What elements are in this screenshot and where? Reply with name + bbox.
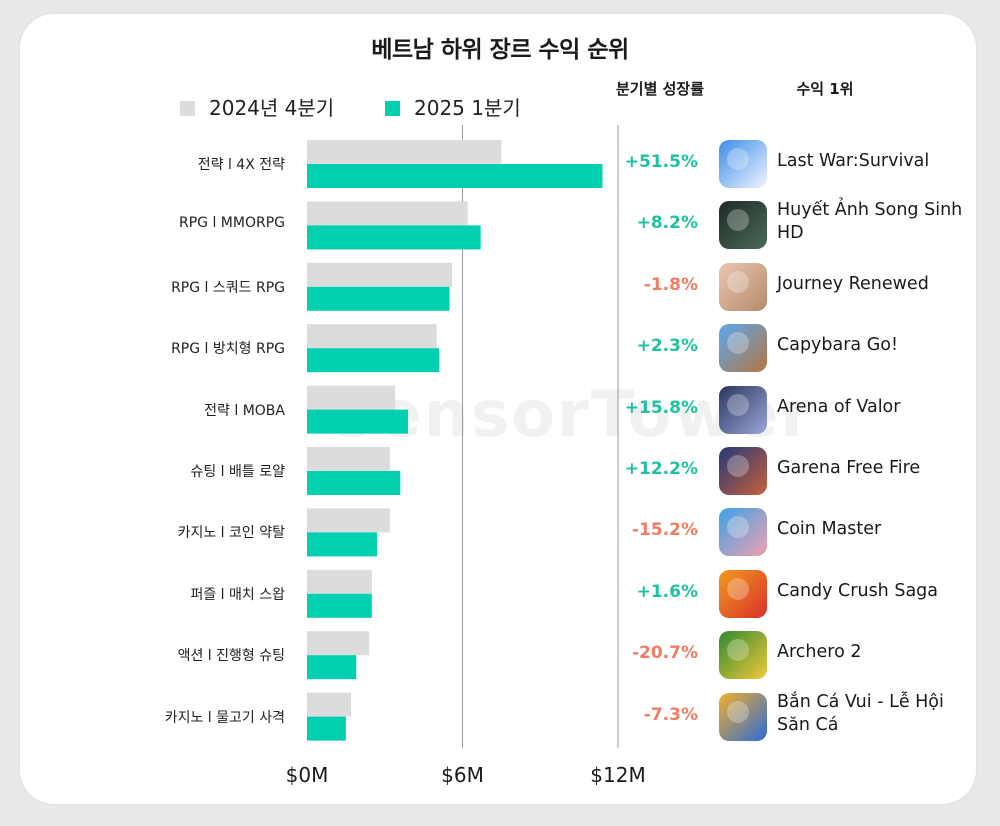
bar-q4-2024-8 xyxy=(307,631,370,656)
bar-q1-2025-3 xyxy=(307,348,440,373)
icon-highlight xyxy=(727,209,749,232)
huyet-anh-song-sinh-icon xyxy=(719,201,767,250)
growth-value: -1.8% xyxy=(643,274,698,295)
category-label: 퍼즐 l 매치 스왑 xyxy=(190,586,285,603)
category-label: RPG l 스쿼드 RPG xyxy=(171,279,285,296)
garena-free-fire-icon xyxy=(719,447,767,495)
icon-highlight xyxy=(727,516,749,539)
category-label: 카지노 l 물고기 사격 xyxy=(164,709,285,726)
bar-q4-2024-2 xyxy=(307,262,453,287)
legend-item-q4-2024: 2024년 4분기 xyxy=(180,92,334,121)
category-label: 액션 l 진행형 슈팅 xyxy=(177,648,285,665)
icon-highlight xyxy=(727,455,749,477)
growth-value: +15.8% xyxy=(624,397,698,418)
growth-value: +8.2% xyxy=(636,213,698,234)
growth-value: -15.2% xyxy=(631,520,698,541)
chart-title: 베트남 하위 장르 수익 순위 xyxy=(371,37,629,63)
bar-q1-2025-9 xyxy=(307,716,346,741)
icon-highlight xyxy=(727,148,749,170)
legend-label-q1-2025: 2025 1분기 xyxy=(414,96,521,120)
x-tick-label-0: $0M xyxy=(286,763,329,787)
legend-label-q4-2024: 2024년 4분기 xyxy=(209,96,335,120)
icon-highlight xyxy=(727,332,749,355)
bar-q4-2024-0 xyxy=(307,140,502,164)
bar-q1-2025-5 xyxy=(307,471,401,495)
top-app-name: Archero 2 xyxy=(777,642,862,663)
bar-q1-2025-1 xyxy=(307,225,481,250)
category-label: 전략 l 4X 전략 xyxy=(197,157,285,173)
journey-renewed-icon xyxy=(719,262,767,311)
top-app-name: Last War:Survival xyxy=(777,151,930,171)
top-app-name: Capybara Go! xyxy=(777,335,899,356)
icon-highlight xyxy=(727,639,749,662)
category-label: RPG l MMORPG xyxy=(178,215,285,232)
bar-q4-2024-1 xyxy=(307,201,468,226)
category-label: 카지노 l 코인 약탈 xyxy=(177,525,285,542)
bar-q1-2025-2 xyxy=(307,286,450,311)
legend-swatch-q1-2025 xyxy=(385,101,400,116)
arena-of-valor-icon xyxy=(719,385,767,434)
growth-value: -20.7% xyxy=(631,643,698,664)
bar-q4-2024-7 xyxy=(307,569,372,594)
x-tick-label-1: $6M xyxy=(441,763,484,787)
bar-q4-2024-6 xyxy=(307,508,390,533)
capybara-go-icon xyxy=(719,324,767,373)
icon-highlight xyxy=(727,270,749,293)
category-label: 슈팅 l 배틀 로얄 xyxy=(190,464,285,480)
bar-q1-2025-6 xyxy=(307,532,377,557)
candy-crush-saga-icon xyxy=(719,569,767,618)
top-app-name: Coin Master xyxy=(777,519,882,540)
growth-value: +12.2% xyxy=(624,459,698,479)
bar-q1-2025-4 xyxy=(307,409,409,434)
growth-value: -7.3% xyxy=(643,704,698,725)
top-app-name: Journey Renewed xyxy=(777,273,929,294)
bar-q4-2024-4 xyxy=(307,385,396,410)
bar-q4-2024-9 xyxy=(307,692,352,717)
icon-highlight xyxy=(727,700,749,723)
x-tick-label-2: $12M xyxy=(590,763,645,787)
legend-swatch-q4-2024 xyxy=(180,101,195,116)
top-app-name: Arena of Valor xyxy=(777,396,901,417)
bar-q4-2024-5 xyxy=(307,447,390,471)
top-app-column-header: 수익 1위 xyxy=(796,80,854,98)
top-app-name: Bắn Cá Vui - Lễ Hội Săn Cá xyxy=(777,691,944,735)
bar-q1-2025-7 xyxy=(307,593,372,618)
archero-2-icon xyxy=(719,631,767,680)
category-label: RPG l 방치형 RPG xyxy=(171,341,285,358)
bar-q1-2025-8 xyxy=(307,655,357,680)
legend-item-q1-2025: 2025 1분기 xyxy=(385,92,521,121)
top-app-name: Candy Crush Saga xyxy=(777,580,939,601)
top-app-name: Huyết Ảnh Song Sinh HD xyxy=(777,200,963,244)
growth-column-header: 분기별 성장률 xyxy=(615,80,705,98)
growth-value: +51.5% xyxy=(624,152,698,172)
category-label: 전략 l MOBA xyxy=(204,402,285,419)
ban-ca-vui-icon xyxy=(719,692,767,741)
last-war-survival-icon xyxy=(719,140,767,188)
icon-highlight xyxy=(727,577,749,600)
growth-value: +2.3% xyxy=(636,336,698,357)
bar-q1-2025-0 xyxy=(307,164,603,188)
coin-master-icon xyxy=(719,508,767,557)
icon-highlight xyxy=(727,393,749,416)
top-app-name: Garena Free Fire xyxy=(777,458,921,478)
growth-value: +1.6% xyxy=(636,581,698,602)
bar-q4-2024-3 xyxy=(307,324,437,349)
